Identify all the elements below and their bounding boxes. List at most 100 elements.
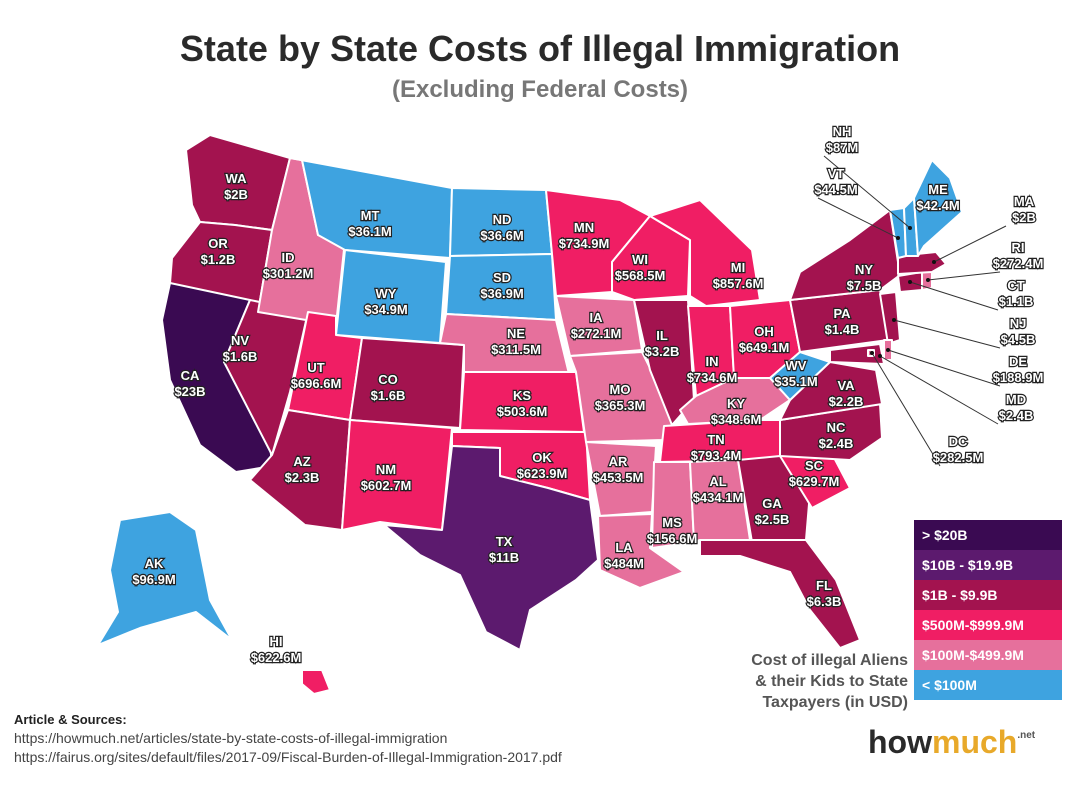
state-abbr-fl: FL [816, 578, 832, 593]
source-link-2[interactable]: https://fairus.org/sites/default/files/2… [14, 749, 562, 765]
leader-line-ct [909, 281, 999, 311]
color-legend: > $20B $10B - $19.9B $1B - $9.9B $500M-$999… [914, 520, 1062, 700]
state-value-wy: $34.9M [364, 302, 407, 317]
state-abbr-tx: TX [496, 534, 513, 549]
state-label-fl: FL $6.3B [807, 578, 842, 609]
state-value-ak: $96.9M [132, 572, 175, 587]
state-label-ar: AR $453.5M [593, 454, 644, 485]
state-value-oh: $649.1M [739, 340, 790, 355]
state-label-nc: NC $2.4B [819, 420, 854, 451]
state-value-sc: $629.7M [789, 474, 840, 489]
logo-suffix: .net [1017, 730, 1036, 741]
state-label-nd: ND $36.6M [480, 212, 523, 243]
state-label-ct: CT $1.1B [999, 278, 1034, 309]
state-value-az: $2.3B [285, 470, 320, 485]
caption-line-3: Taxpayers (in USD) [762, 694, 908, 711]
state-abbr-oh: OH [754, 324, 774, 339]
state-value-wa: $2B [224, 187, 248, 202]
state-TX [383, 445, 599, 651]
state-abbr-nc: NC [827, 420, 846, 435]
state-label-va: VA $2.2B [829, 378, 864, 409]
state-abbr-va: VA [837, 378, 855, 393]
state-abbr-ar: AR [609, 454, 628, 469]
state-abbr-vt: VT [828, 166, 845, 181]
leader-line-nj [893, 319, 1001, 349]
leader-dot-ma [932, 260, 936, 264]
state-abbr-dc: DC [949, 434, 968, 449]
state-value-nc: $2.4B [819, 436, 854, 451]
state-abbr-al: AL [709, 474, 726, 489]
state-value-vt: $44.5M [814, 182, 857, 197]
state-abbr-ms: MS [662, 515, 682, 530]
state-label-ia: IA $272.1M [571, 310, 622, 341]
state-abbr-id: ID [282, 250, 295, 265]
state-abbr-ok: OK [532, 450, 552, 465]
state-label-oh: OH $649.1M [739, 324, 790, 355]
state-value-nd: $36.6M [480, 228, 523, 243]
state-label-ky: KY $348.6M [711, 396, 762, 427]
state-value-il: $3.2B [645, 344, 680, 359]
legend-item-10b_19b: $10B - $19.9B [914, 550, 1062, 580]
leader-line-nh [823, 155, 911, 229]
state-label-sd: SD $36.9M [480, 270, 523, 301]
state-abbr-ca: CA [181, 368, 200, 383]
state-abbr-ri: RI [1012, 240, 1025, 255]
state-abbr-sd: SD [493, 270, 511, 285]
leader-dot-dc [870, 351, 874, 355]
state-abbr-ut: UT [307, 360, 324, 375]
state-abbr-ne: NE [507, 326, 525, 341]
sources-heading: Article & Sources: [14, 712, 127, 727]
state-label-nj: NJ $4.5B [1001, 316, 1036, 347]
state-label-ma: MA $2B [1012, 194, 1036, 225]
state-abbr-tn: TN [707, 432, 724, 447]
leader-dot-ct [908, 280, 912, 284]
state-label-az: AZ $2.3B [285, 454, 320, 485]
state-value-ca: $23B [174, 384, 205, 399]
state-value-ct: $1.1B [999, 294, 1034, 309]
state-abbr-wy: WY [376, 286, 397, 301]
state-value-nh: $87M [826, 140, 859, 155]
state-value-mt: $36.1M [348, 224, 391, 239]
caption-line-1: Cost of illegal Aliens [751, 652, 908, 669]
state-abbr-il: IL [656, 328, 668, 343]
state-label-ms: MS $156.6M [647, 515, 698, 546]
state-abbr-mo: MO [610, 382, 631, 397]
state-value-de: $188.9M [993, 370, 1044, 385]
state-value-ne: $311.5M [491, 342, 541, 357]
state-value-ky: $348.6M [711, 412, 762, 427]
state-value-ia: $272.1M [571, 326, 622, 341]
state-abbr-ia: IA [590, 310, 604, 325]
state-abbr-wv: WV [786, 358, 807, 373]
source-link-1[interactable]: https://howmuch.net/articles/state-by-st… [14, 730, 448, 746]
state-ME [913, 159, 963, 257]
state-abbr-nv: NV [231, 333, 249, 348]
state-value-co: $1.6B [371, 388, 406, 403]
state-label-sc: SC $629.7M [789, 458, 840, 489]
leader-line-dc [871, 352, 941, 467]
state-NY [789, 209, 901, 301]
state-abbr-ks: KS [513, 388, 531, 403]
map-subtitle: (Excluding Federal Costs) [391, 76, 689, 103]
state-abbr-mn: MN [574, 220, 594, 235]
caption-line-2: & their Kids to State [755, 673, 908, 690]
state-label-ga: GA $2.5B [755, 496, 790, 527]
state-abbr-wa: WA [226, 171, 248, 186]
howmuch-logo: howmuch.net [868, 724, 1035, 761]
logo-how: how [868, 724, 932, 760]
legend-caption: Cost of illegal Aliens & their Kids to S… [708, 650, 908, 713]
state-value-in: $734.6M [687, 370, 738, 385]
state-label-wy: WY $34.9M [364, 286, 407, 317]
state-label-in: IN $734.6M [687, 354, 738, 385]
state-label-wa: WA $2B [224, 171, 248, 202]
state-value-ga: $2.5B [755, 512, 790, 527]
state-value-id: $301.2M [263, 266, 314, 281]
state-label-co: CO $1.6B [371, 372, 406, 403]
state-abbr-ky: KY [727, 396, 745, 411]
state-label-me: ME $42.4M [916, 182, 959, 213]
state-abbr-mt: MT [361, 208, 380, 223]
state-label-ny: NY $7.5B [847, 262, 882, 293]
state-label-mo: MO $365.3M [595, 382, 646, 413]
state-value-sd: $36.9M [480, 286, 523, 301]
state-value-pa: $1.4B [825, 322, 860, 337]
